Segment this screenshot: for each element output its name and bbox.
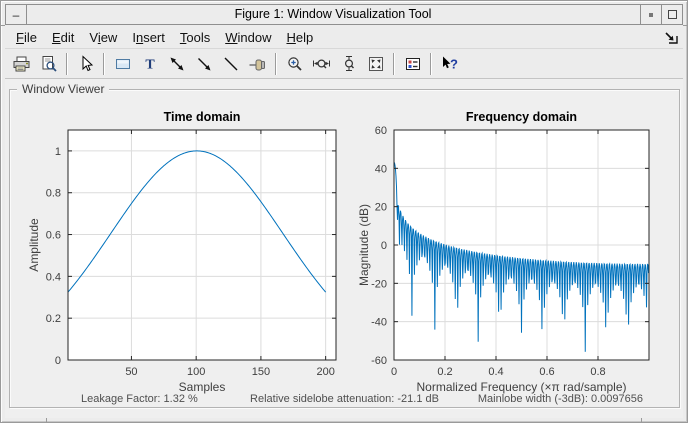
svg-text:0: 0 (381, 240, 387, 252)
svg-text:Samples: Samples (179, 380, 226, 394)
menu-item-edit[interactable]: Edit (51, 30, 75, 45)
edit-plot-pointer-button[interactable] (72, 51, 99, 77)
pin-icon (249, 59, 265, 71)
svg-text:Amplitude: Amplitude (27, 218, 41, 272)
legend-icon (405, 58, 420, 70)
window-title: Figure 1: Window Visualization Tool (234, 7, 432, 21)
window-viewer-panel: Window Viewer 50 100 150 200 0 0.2 0.4 0.6 0.8 1 T… (9, 82, 680, 408)
sidelobe-attenuation-label: Relative sidelobe attenuation: -21.1 dB (250, 393, 439, 405)
zoom-in-icon (287, 57, 302, 71)
toolbar-separator (430, 53, 432, 75)
maximize-button[interactable] (661, 5, 682, 24)
rectangle-icon (115, 59, 130, 69)
arrow-icon (197, 58, 210, 71)
menu-item-window[interactable]: Window (225, 30, 272, 45)
svg-text:150: 150 (252, 366, 270, 378)
double-arrow-icon (170, 57, 183, 71)
svg-text:0.4: 0.4 (488, 366, 503, 378)
mainlobe-width-label: Mainlobe width (-3dB): 0.0097656 (477, 393, 643, 405)
zoom-y-icon (344, 56, 354, 71)
svg-text:1: 1 (55, 146, 61, 158)
svg-text:Time domain: Time domain (164, 110, 241, 124)
insert-rectangle-button[interactable] (109, 51, 136, 77)
print-button[interactable] (8, 51, 35, 77)
svg-text:0.8: 0.8 (46, 188, 61, 200)
svg-text:200: 200 (316, 366, 334, 378)
frame-notch (1, 25, 5, 26)
menu-item-insert[interactable]: Insert (132, 30, 165, 45)
menu-item-file[interactable]: File (16, 30, 37, 45)
whats-this-help-button[interactable]: ? (436, 51, 463, 77)
pin-to-axes-button[interactable] (244, 51, 271, 77)
svg-text:?: ? (450, 57, 458, 72)
insert-arrow-button[interactable] (190, 51, 217, 77)
toolbar: T (5, 50, 683, 79)
minimize-icon: – (12, 7, 20, 22)
svg-text:0: 0 (55, 355, 61, 367)
print-preview-button[interactable] (35, 51, 62, 77)
insert-line-button[interactable] (217, 51, 244, 77)
zoom-in-button[interactable] (281, 51, 308, 77)
svg-text:100: 100 (187, 366, 205, 378)
svg-text:0.2: 0.2 (46, 313, 61, 325)
restore-view-icon (368, 57, 383, 71)
svg-text:-60: -60 (371, 355, 387, 367)
svg-text:Frequency domain: Frequency domain (466, 110, 577, 124)
window-viewer-label: Window Viewer (17, 82, 110, 96)
svg-text:0: 0 (391, 366, 397, 378)
svg-text:20: 20 (375, 202, 387, 214)
menu-item-tools[interactable]: Tools (179, 30, 211, 45)
print-icon (13, 56, 30, 72)
title-bar[interactable]: – Figure 1: Window Visualization Tool (5, 4, 683, 25)
line-icon (224, 57, 237, 71)
frequency-domain-chart: 0 0.2 0.4 0.6 0.8 -60 -40 -20 0 20 40 60 Frequency d… (357, 110, 650, 394)
svg-text:T: T (145, 58, 155, 73)
svg-text:0.8: 0.8 (590, 366, 605, 378)
frame-notch (46, 418, 47, 422)
print-preview-icon (42, 56, 57, 72)
svg-text:-20: -20 (371, 278, 387, 290)
svg-text:0.6: 0.6 (46, 230, 61, 242)
svg-text:60: 60 (375, 125, 387, 137)
svg-text:50: 50 (125, 366, 137, 378)
dock-figure-icon (665, 32, 678, 44)
toolbar-separator (393, 53, 395, 75)
whats-this-help-icon: ? (442, 56, 458, 72)
maximize-icon (667, 10, 677, 19)
leakage-factor-label: Leakage Factor: 1.32 % (81, 393, 198, 405)
svg-text:0.6: 0.6 (539, 366, 554, 378)
dock-figure-button[interactable] (661, 29, 681, 47)
menu-item-help[interactable]: Help (286, 30, 314, 45)
pointer-icon (82, 55, 93, 72)
insert-text-button[interactable]: T (136, 51, 163, 77)
time-domain-chart: 50 100 150 200 0 0.2 0.4 0.6 0.8 1 Time domain Samp… (27, 110, 337, 394)
zoom-x-button[interactable] (308, 51, 335, 77)
svg-text:0.2: 0.2 (437, 366, 452, 378)
svg-text:0.4: 0.4 (46, 271, 61, 283)
insert-double-arrow-button[interactable] (163, 51, 190, 77)
toolbar-separator (275, 53, 277, 75)
svg-text:-40: -40 (371, 317, 387, 329)
frame-notch (641, 418, 642, 422)
svg-text:40: 40 (375, 163, 387, 175)
frame-notch (683, 25, 687, 26)
svg-text:Magnitude (dB): Magnitude (dB) (357, 204, 371, 286)
shade-button[interactable] (640, 5, 661, 24)
figure-canvas: Window Viewer 50 100 150 200 0 0.2 0.4 0.6 0.8 1 T… (5, 79, 683, 418)
svg-text:Normalized Frequency (×π rad/: Normalized Frequency (×π rad/sample) (416, 380, 626, 394)
toggle-legend-button[interactable] (399, 51, 426, 77)
text-icon: T (145, 58, 155, 73)
zoom-y-button[interactable] (335, 51, 362, 77)
shade-icon (649, 12, 653, 17)
restore-view-button[interactable] (362, 51, 389, 77)
zoom-x-icon (313, 59, 330, 69)
menu-bar: File Edit View Insert Tools Window Help (5, 27, 683, 49)
minimize-button[interactable]: – (6, 5, 27, 24)
toolbar-separator (103, 53, 105, 75)
menu-item-view[interactable]: View (89, 30, 118, 45)
toolbar-separator (66, 53, 68, 75)
